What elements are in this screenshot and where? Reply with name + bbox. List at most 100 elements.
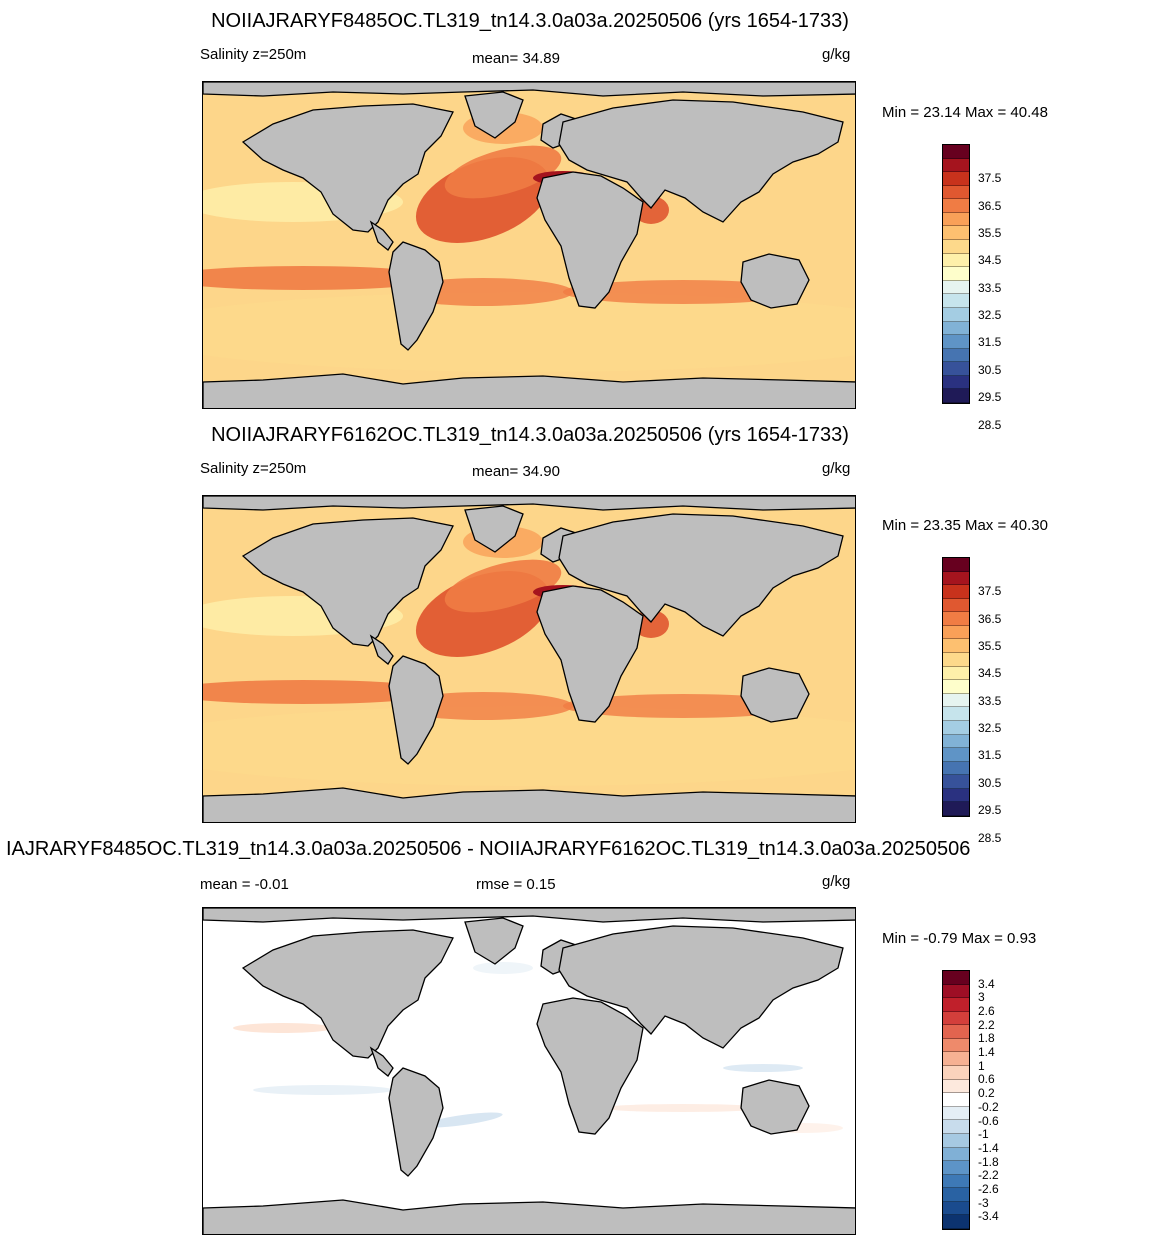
panel-2-minmax: Min = 23.35 Max = 40.30	[882, 517, 1048, 534]
colorbar-swatch	[943, 1052, 969, 1067]
panel-3-mean-label: mean = -0.01	[200, 876, 289, 893]
colorbar-swatch	[943, 666, 969, 681]
panel-3-map	[202, 907, 856, 1235]
colorbar-swatch	[943, 1174, 969, 1189]
colorbar-swatch	[943, 185, 969, 200]
colorbar-swatch	[943, 1133, 969, 1148]
colorbar-tick-label: -2.6	[978, 1181, 999, 1196]
colorbar-tick-label: 32.5	[978, 308, 1002, 323]
colorbar-tick-label: -3	[978, 1195, 989, 1210]
colorbar-tick-label: 2.2	[978, 1017, 995, 1032]
colorbar-tick-label: 30.5	[978, 775, 1002, 790]
colorbar-swatch	[943, 389, 969, 403]
colorbar-swatch	[943, 145, 969, 159]
colorbar-swatch	[943, 212, 969, 227]
colorbar-swatch	[943, 294, 969, 308]
colorbar-swatch	[943, 362, 969, 376]
colorbar-swatch	[943, 240, 969, 254]
colorbar-swatch	[943, 226, 969, 241]
colorbar-tick-label: 33.5	[978, 693, 1002, 708]
colorbar-swatch	[943, 199, 969, 213]
colorbar-swatch	[943, 612, 969, 626]
panel-3-colorbar	[942, 970, 970, 1230]
colorbar-swatch	[943, 639, 969, 654]
panel-1-map	[202, 81, 856, 409]
colorbar-swatch	[943, 734, 969, 749]
colorbar-tick-label: -1	[978, 1127, 989, 1142]
panel-1-mean-label: mean= 34.89	[472, 50, 560, 67]
colorbar-swatch	[943, 558, 969, 572]
panel-1-minmax: Min = 23.14 Max = 40.48	[882, 104, 1048, 121]
colorbar-tick-label: -2.2	[978, 1168, 999, 1183]
colorbar-tick-label: 34.5	[978, 666, 1002, 681]
colorbar-tick-label: 35.5	[978, 225, 1002, 240]
panel-1-variable-label: Salinity z=250m	[200, 46, 307, 63]
colorbar-swatch	[943, 720, 969, 735]
colorbar-swatch	[943, 1147, 969, 1162]
colorbar-swatch	[943, 1093, 969, 1107]
colorbar-swatch	[943, 335, 969, 349]
colorbar-swatch	[943, 788, 969, 803]
colorbar-swatch	[943, 1038, 969, 1053]
colorbar-swatch	[943, 748, 969, 762]
colorbar-swatch	[943, 775, 969, 789]
panel-3-units-label: g/kg	[822, 873, 851, 890]
colorbar-swatch	[943, 267, 969, 281]
colorbar-tick-label: 3	[978, 990, 985, 1005]
colorbar-swatch	[943, 375, 969, 390]
colorbar-tick-label: -0.2	[978, 1099, 999, 1114]
colorbar-swatch	[943, 802, 969, 816]
colorbar-swatch	[943, 1011, 969, 1026]
colorbar-tick-label: 1.8	[978, 1031, 995, 1046]
colorbar-swatch	[943, 1079, 969, 1094]
colorbar-tick-label: 28.5	[978, 830, 1002, 845]
colorbar-swatch	[943, 1215, 969, 1229]
panel-2-title: NOIIAJRARYF6162OC.TL319_tn14.3.0a03a.202…	[211, 424, 849, 446]
colorbar-tick-label: -1.4	[978, 1140, 999, 1155]
colorbar-tick-label: 30.5	[978, 362, 1002, 377]
colorbar-tick-label: 0.2	[978, 1086, 995, 1101]
colorbar-swatch	[943, 761, 969, 776]
colorbar-swatch	[943, 348, 969, 363]
colorbar-swatch	[943, 693, 969, 708]
colorbar-swatch	[943, 1188, 969, 1202]
colorbar-swatch	[943, 253, 969, 268]
colorbar-swatch	[943, 1201, 969, 1216]
panel-2-mean-label: mean= 34.90	[472, 463, 560, 480]
panel-1-title: NOIIAJRARYF8485OC.TL319_tn14.3.0a03a.202…	[211, 10, 849, 32]
colorbar-swatch	[943, 307, 969, 322]
colorbar-tick-label: 0.6	[978, 1072, 995, 1087]
colorbar-swatch	[943, 998, 969, 1012]
colorbar-swatch	[943, 172, 969, 186]
colorbar-swatch	[943, 1106, 969, 1121]
colorbar-tick-label: 34.5	[978, 253, 1002, 268]
colorbar-swatch	[943, 653, 969, 667]
colorbar-swatch	[943, 1066, 969, 1080]
colorbar-swatch	[943, 1120, 969, 1134]
colorbar-swatch	[943, 571, 969, 586]
panel-2-variable-label: Salinity z=250m	[200, 460, 307, 477]
panel-3-minmax: Min = -0.79 Max = 0.93	[882, 930, 1037, 947]
colorbar-tick-label: 31.5	[978, 335, 1002, 350]
panel-1-units-label: g/kg	[822, 46, 851, 63]
colorbar-tick-label: 37.5	[978, 171, 1002, 186]
panel-3-rmse-label: rmse = 0.15	[476, 876, 556, 893]
colorbar-tick-label: 1	[978, 1058, 985, 1073]
colorbar-swatch	[943, 1161, 969, 1175]
colorbar-tick-label: 3.4	[978, 976, 995, 991]
colorbar-tick-label: -0.6	[978, 1113, 999, 1128]
colorbar-swatch	[943, 680, 969, 694]
panel-1-colorbar	[942, 144, 970, 404]
colorbar-swatch	[943, 158, 969, 173]
colorbar-tick-label: -1.8	[978, 1154, 999, 1169]
colorbar-tick-label: 36.5	[978, 611, 1002, 626]
colorbar-tick-label: 29.5	[978, 390, 1002, 405]
panel-2-colorbar	[942, 557, 970, 817]
colorbar-tick-label: 32.5	[978, 721, 1002, 736]
colorbar-swatch	[943, 984, 969, 999]
colorbar-swatch	[943, 321, 969, 336]
colorbar-tick-label: 28.5	[978, 417, 1002, 432]
colorbar-tick-label: 37.5	[978, 584, 1002, 599]
panel-2-map	[202, 495, 856, 823]
colorbar-tick-label: -3.4	[978, 1209, 999, 1224]
